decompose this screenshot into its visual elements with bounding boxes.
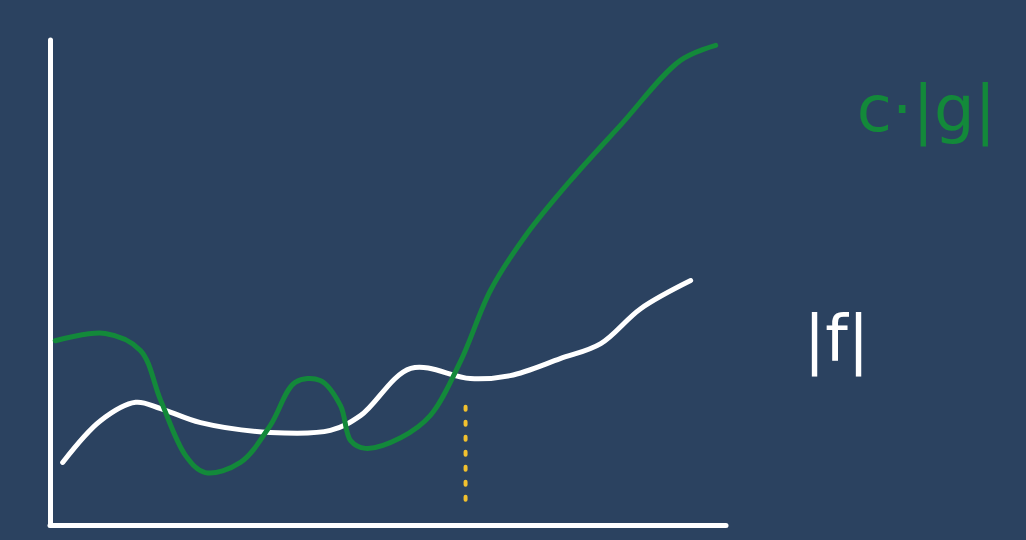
svg-text:|f|: |f|: [804, 302, 870, 377]
svg-text:c·|g|: c·|g|: [857, 72, 996, 147]
